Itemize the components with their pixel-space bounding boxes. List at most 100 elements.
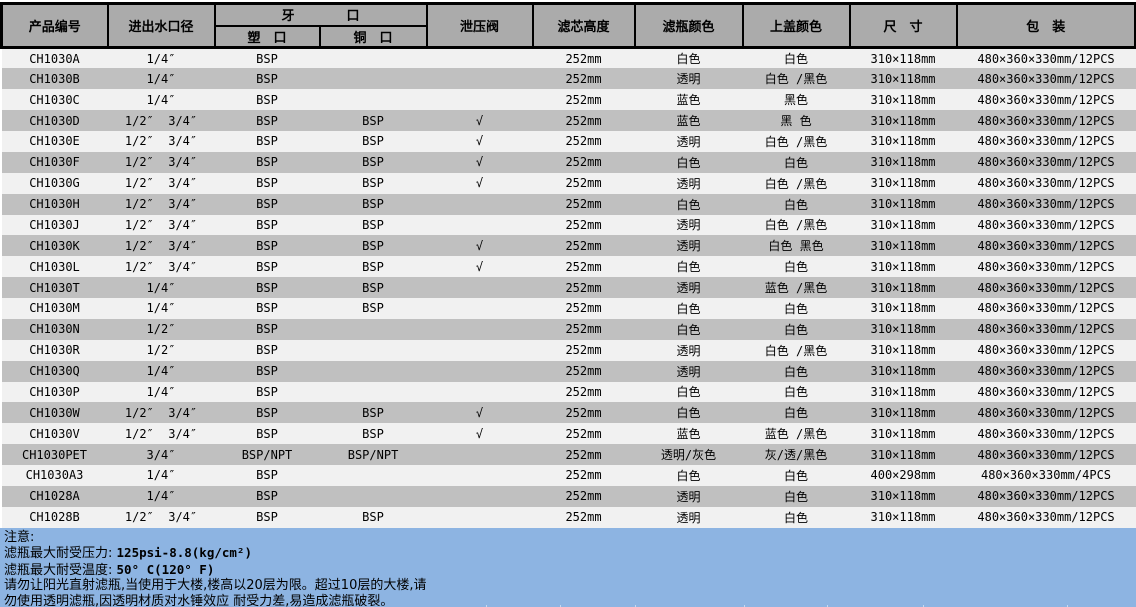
inlet-outlet-cell: 1/2″ 3/4″ bbox=[124, 113, 198, 128]
product-code-cell: CH1030J bbox=[29, 217, 80, 232]
table-row: CH1030R 1/2″ BSP 252mm 透明 白色 /黑色 310×118mm 480×… bbox=[1, 339, 1136, 361]
plastic-thread-cell: BSP/NPT bbox=[241, 447, 293, 462]
relief-valve-cell bbox=[427, 340, 533, 361]
inlet-outlet-cell: 1/4″ bbox=[146, 468, 176, 483]
plastic-thread-cell: BSP bbox=[256, 384, 278, 399]
cartridge-height-cell: 252mm bbox=[565, 134, 602, 149]
cartridge-height-cell: 252mm bbox=[565, 468, 602, 483]
gridline-tick bbox=[1067, 604, 1068, 607]
plastic-thread-cell: BSP bbox=[256, 510, 278, 525]
table-row: CH1030C 1/4″ BSP 252mm 蓝色 黑色 310×118mm 480×360×… bbox=[1, 89, 1136, 111]
product-code-cell: CH1030T bbox=[29, 280, 80, 295]
plastic-thread-cell: BSP bbox=[256, 468, 278, 483]
packing-cell: 480×360×330mm/12PCS bbox=[977, 426, 1115, 441]
header-copper-port: 铜 口 bbox=[318, 24, 428, 49]
copper-thread-cell: BSP bbox=[362, 113, 384, 128]
plastic-thread-cell: BSP bbox=[256, 176, 278, 191]
relief-valve-cell: √ bbox=[475, 426, 484, 441]
cartridge-height-cell: 252mm bbox=[565, 71, 602, 86]
note-warning-line-1: 请勿让阳光直射滤瓶,当使用于大楼,楼高以20层为限。超过10层的大楼,请 bbox=[4, 578, 427, 594]
cap-color-cell: 白色 /黑色 bbox=[764, 343, 828, 358]
size-cell: 310×118mm bbox=[870, 197, 936, 212]
relief-valve-cell bbox=[427, 277, 533, 298]
cap-color-cell: 黑色 bbox=[784, 93, 809, 108]
product-spec-table: 产品编号 进出水口径 牙 口 泄压阀 滤芯高度 滤瓶颜色 上盖颜色 尺 寸 包 … bbox=[0, 2, 1136, 528]
relief-valve-cell bbox=[427, 215, 533, 236]
cap-color-cell: 白色 bbox=[784, 385, 809, 400]
inlet-outlet-cell: 1/4″ bbox=[146, 71, 176, 86]
bottle-color-cell: 白色 bbox=[676, 468, 701, 483]
cap-color-cell: 白色 bbox=[784, 489, 809, 504]
copper-thread-cell: BSP bbox=[362, 426, 384, 441]
packing-cell: 480×360×330mm/12PCS bbox=[977, 259, 1115, 274]
relief-valve-cell bbox=[427, 361, 533, 382]
cartridge-height-cell: 252mm bbox=[565, 405, 602, 420]
product-code-cell: CH1030V bbox=[29, 426, 80, 441]
inlet-outlet-cell: 1/2″ 3/4″ bbox=[124, 426, 198, 441]
table-row: CH1030K 1/2″ 3/4″ BSP BSP √ 252mm 透明 白色 黑色 310×1… bbox=[1, 235, 1136, 257]
product-code-cell: CH1030A3 bbox=[25, 468, 84, 483]
table-row: CH1028A 1/4″ BSP 252mm 透明 白色 310×118mm 480×360×… bbox=[1, 485, 1136, 507]
packing-cell: 480×360×330mm/12PCS bbox=[977, 489, 1115, 504]
cap-color-cell: 白色 /黑色 bbox=[764, 72, 828, 87]
relief-valve-cell bbox=[427, 507, 533, 528]
inlet-outlet-cell: 1/2″ 3/4″ bbox=[124, 238, 198, 253]
cap-color-cell: 白色 bbox=[784, 322, 809, 337]
inlet-outlet-cell: 1/2″ bbox=[146, 322, 176, 337]
size-cell: 310×118mm bbox=[870, 217, 936, 232]
bottle-color-cell: 透明 bbox=[676, 364, 701, 379]
cartridge-height-cell: 252mm bbox=[565, 155, 602, 170]
bottle-color-cell: 透明 bbox=[676, 510, 701, 525]
header-bottle-color: 滤瓶颜色 bbox=[633, 2, 744, 49]
copper-thread-cell: BSP bbox=[362, 280, 384, 295]
table-row: CH1030M 1/4″ BSP BSP 252mm 白色 白色 310×118mm 480×3… bbox=[1, 298, 1136, 319]
table-row: CH1030A3 1/4″ BSP 252mm 白色 白色 400×298mm 480×360… bbox=[1, 465, 1136, 486]
packing-cell: 480×360×330mm/12PCS bbox=[977, 364, 1115, 379]
cartridge-height-cell: 252mm bbox=[565, 280, 602, 295]
cartridge-height-cell: 252mm bbox=[565, 259, 602, 274]
packing-cell: 480×360×330mm/4PCS bbox=[980, 468, 1112, 483]
product-code-cell: CH1030R bbox=[29, 343, 80, 358]
cartridge-height-cell: 252mm bbox=[565, 426, 602, 441]
product-code-cell: CH1030D bbox=[29, 113, 80, 128]
packing-cell: 480×360×330mm/12PCS bbox=[977, 238, 1115, 253]
relief-valve-cell: √ bbox=[475, 134, 484, 149]
size-cell: 310×118mm bbox=[870, 155, 936, 170]
note-panel: 注意: 滤瓶最大耐受压力: 125psi-8.8(kg/cm²) 滤瓶最大耐受温… bbox=[0, 527, 1136, 607]
header-size: 尺 寸 bbox=[848, 2, 958, 49]
plastic-thread-cell: BSP bbox=[256, 197, 278, 212]
product-code-cell: CH1030W bbox=[29, 405, 80, 420]
product-code-cell: CH1030P bbox=[29, 384, 80, 399]
gridline-tick bbox=[744, 604, 745, 607]
bottle-color-cell: 透明 bbox=[676, 489, 701, 504]
packing-cell: 480×360×330mm/12PCS bbox=[977, 343, 1115, 358]
bottle-color-cell: 白色 bbox=[676, 322, 701, 337]
table-row: CH1030N 1/2″ BSP 252mm 白色 白色 310×118mm 480×360×… bbox=[1, 318, 1136, 340]
product-code-cell: CH1028B bbox=[29, 510, 80, 525]
cartridge-height-cell: 252mm bbox=[565, 197, 602, 212]
table-row: CH1030J 1/2″ 3/4″ BSP BSP 252mm 透明 白色 /黑色 310×1… bbox=[1, 214, 1136, 236]
bottle-color-cell: 蓝色 bbox=[676, 114, 701, 129]
cap-color-cell: 白色 黑色 bbox=[768, 239, 824, 254]
plastic-thread-cell: BSP bbox=[256, 280, 278, 295]
inlet-outlet-cell: 1/2″ 3/4″ bbox=[124, 176, 198, 191]
gridline-tick bbox=[317, 604, 318, 607]
copper-thread-cell bbox=[320, 486, 427, 507]
bottle-color-cell: 透明 bbox=[676, 72, 701, 87]
size-cell: 310×118mm bbox=[870, 447, 936, 462]
cap-color-cell: 黑 色 bbox=[780, 114, 812, 129]
note-title: 注意: bbox=[4, 529, 35, 545]
plastic-thread-cell: BSP bbox=[256, 51, 278, 66]
cap-color-cell: 白色 bbox=[784, 197, 809, 212]
cartridge-height-cell: 252mm bbox=[565, 364, 602, 379]
bottle-color-cell: 蓝色 bbox=[676, 93, 701, 108]
header-thread-group: 牙 口 bbox=[213, 2, 428, 27]
packing-cell: 480×360×330mm/12PCS bbox=[977, 301, 1115, 316]
bottle-color-cell: 蓝色 bbox=[676, 427, 701, 442]
size-cell: 310×118mm bbox=[870, 71, 936, 86]
table-row: CH1030PET 3/4″ BSP/NPT BSP/NPT 252mm 透明/灰色 灰/透… bbox=[1, 444, 1136, 465]
packing-cell: 480×360×330mm/12PCS bbox=[977, 384, 1115, 399]
bottle-color-cell: 透明 bbox=[676, 218, 701, 233]
inlet-outlet-cell: 1/2″ 3/4″ bbox=[124, 197, 198, 212]
inlet-outlet-cell: 1/2″ 3/4″ bbox=[124, 155, 198, 170]
